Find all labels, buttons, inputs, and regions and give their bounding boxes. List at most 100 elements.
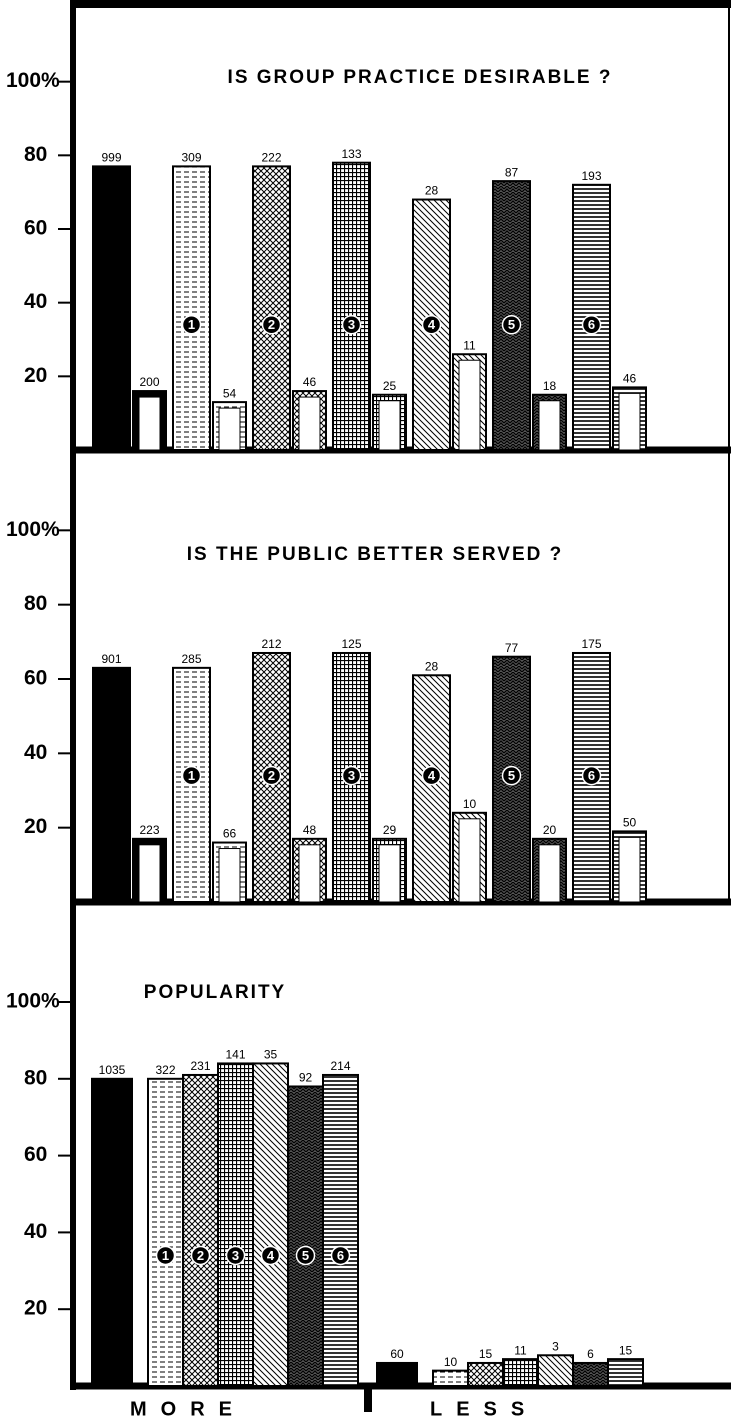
- bar: [432, 1369, 469, 1388]
- category-label: 4: [428, 768, 436, 783]
- bar: [217, 1062, 254, 1387]
- category-marker: [330, 1245, 351, 1266]
- count-label: 285: [181, 652, 201, 666]
- category-marker: [341, 315, 362, 335]
- count-label: 10: [463, 797, 477, 811]
- count-label: 141: [225, 1048, 245, 1062]
- category-label: 1: [188, 768, 195, 783]
- category-marker: [181, 315, 202, 335]
- count-label: 50: [623, 816, 637, 830]
- count-label: 28: [425, 184, 439, 198]
- category-label: 3: [232, 1248, 239, 1263]
- category-label: 4: [428, 317, 436, 332]
- bar-inner: [618, 392, 641, 451]
- count-label: 11: [514, 1343, 527, 1357]
- category-label: 2: [197, 1248, 204, 1263]
- category-label: 5: [302, 1248, 309, 1263]
- count-label: 193: [581, 169, 601, 183]
- count-label: 125: [341, 637, 361, 651]
- y-tick-label: 80: [24, 592, 47, 615]
- bar: [172, 165, 211, 451]
- count-label: 18: [543, 379, 557, 393]
- category-marker: [181, 765, 202, 786]
- count-label: 54: [223, 386, 237, 400]
- bar: [287, 1085, 324, 1387]
- category-label: 5: [508, 317, 515, 332]
- category-marker: [260, 1245, 281, 1266]
- count-label: 46: [303, 375, 317, 389]
- chart-title: IS GROUP PRACTICE DESIRABLE ?: [228, 67, 613, 88]
- bar: [572, 1361, 609, 1387]
- y-tick-label: 40: [24, 741, 47, 764]
- category-label: 6: [588, 317, 595, 332]
- count-label: 999: [101, 151, 121, 165]
- category-marker: [261, 765, 282, 786]
- category-marker: [581, 765, 602, 786]
- bar: [502, 1358, 539, 1387]
- count-label: 20: [543, 823, 557, 837]
- y-tick-label: 60: [24, 217, 47, 240]
- bar: [252, 1062, 289, 1387]
- y-tick-label: 60: [24, 667, 47, 690]
- count-label: 87: [505, 165, 519, 179]
- y-tick-label: 60: [24, 1143, 47, 1166]
- bar: [252, 165, 291, 451]
- category-label: 5: [508, 768, 515, 783]
- count-label: 48: [303, 823, 317, 837]
- bar: [467, 1361, 504, 1387]
- count-label: 15: [479, 1347, 493, 1361]
- y-tick-label: 20: [24, 1297, 47, 1320]
- count-label: 223: [139, 823, 159, 837]
- category-marker: [421, 315, 442, 335]
- bar-inner: [538, 400, 561, 451]
- y-tick-label: 80: [24, 1066, 47, 1089]
- count-label: 35: [264, 1048, 278, 1062]
- count-label: 60: [390, 1347, 404, 1361]
- bar: [91, 1077, 133, 1388]
- bar-inner: [138, 844, 161, 903]
- count-label: 133: [341, 147, 361, 161]
- y-tick-label: 100%: [6, 990, 60, 1013]
- bar-inner: [138, 396, 161, 451]
- category-label: 1: [162, 1248, 169, 1263]
- bar-inner: [378, 400, 401, 451]
- count-label: 1035: [99, 1063, 126, 1077]
- bar-inner: [218, 407, 241, 451]
- category-label: 3: [348, 768, 355, 783]
- count-label: 77: [505, 641, 519, 655]
- bar: [332, 161, 371, 451]
- bar: [376, 1361, 418, 1387]
- count-label: 46: [623, 372, 637, 386]
- count-label: 200: [139, 375, 159, 389]
- category-label: 3: [348, 317, 355, 332]
- bar-inner: [378, 844, 401, 903]
- bar: [92, 666, 131, 903]
- category-marker: [421, 765, 442, 786]
- bar: [182, 1073, 219, 1387]
- y-tick-label: 20: [24, 815, 47, 838]
- count-label: 322: [155, 1063, 175, 1077]
- count-label: 309: [181, 151, 201, 165]
- y-tick-label: 100%: [6, 518, 60, 541]
- bar: [537, 1354, 574, 1388]
- count-label: 175: [581, 637, 601, 651]
- count-label: 92: [299, 1071, 313, 1085]
- count-label: 901: [101, 652, 121, 666]
- bar: [492, 180, 531, 451]
- category-marker: [295, 1245, 316, 1266]
- count-label: 15: [619, 1343, 633, 1357]
- category-marker: [501, 315, 522, 335]
- chart-title: POPULARITY: [144, 982, 286, 1003]
- y-tick-label: 100%: [6, 69, 60, 92]
- bar: [607, 1358, 644, 1387]
- bar: [322, 1073, 359, 1387]
- category-marker: [261, 315, 282, 335]
- bar-inner: [298, 844, 321, 903]
- category-marker: [155, 1245, 176, 1266]
- count-label: 66: [223, 827, 237, 841]
- bar-inner: [458, 359, 481, 451]
- bar: [572, 651, 611, 903]
- bar-inner: [458, 818, 481, 903]
- category-label: 2: [268, 317, 275, 332]
